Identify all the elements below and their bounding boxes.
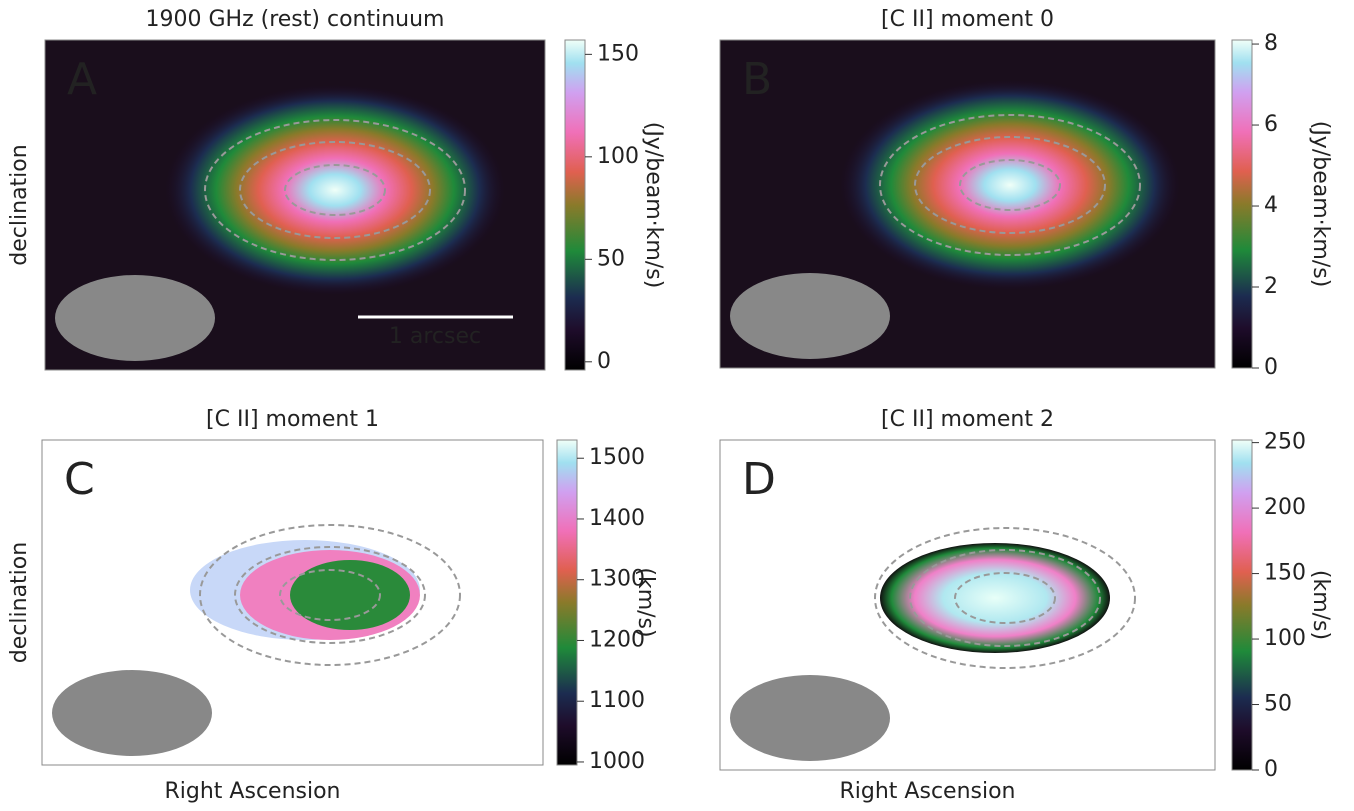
colorbar-tick-label: 50 [597,246,625,271]
beam [55,275,215,361]
colorbar-label: (Jy/beam·km/s) [1308,121,1333,288]
contour [279,569,381,621]
colorbar-tick-label: 150 [597,41,639,66]
colorbar-label: (km/s) [1308,570,1333,640]
contour [199,524,461,666]
colorbar-tick-label: 50 [1264,692,1292,717]
colorbar-tick-label: 100 [1264,626,1306,651]
colorbar-tick-label: 250 [1264,430,1306,455]
colorbar-tick-label: 150 [1264,561,1306,586]
colorbar-label: (Jy/beam·km/s) [641,122,666,289]
colorbar-tick-label: 8 [1264,31,1278,56]
colorbar-tick-label: 1300 [589,567,645,592]
colorbar [564,39,586,371]
beam [730,273,890,359]
emission [880,543,1110,653]
colorbar-tick-label: 2 [1264,274,1278,299]
emission [165,85,505,295]
x-axis-label: Right Ascension [840,779,1016,804]
colorbar-tick-label: 4 [1264,193,1278,218]
colorbar-tick-label: 1200 [589,627,645,652]
contour [879,114,1141,256]
panel-title: [C II] moment 2 [881,407,1054,432]
colorbar [1231,439,1253,771]
panel-label: B [742,54,772,105]
contour [914,136,1106,234]
emission [290,560,410,630]
scale-bar-label: 1 arcsec [389,324,481,349]
colorbar-tick-label: 100 [597,144,639,169]
panel-label: A [67,54,97,105]
colorbar-tick-label: 1400 [589,506,645,531]
contour [874,527,1136,669]
colorbar-label: (km/s) [633,567,658,637]
colorbar-tick-label: 200 [1264,495,1306,520]
colorbar [556,439,578,766]
colorbar-tick-label: 1100 [589,688,645,713]
emission [840,80,1180,290]
contour [954,572,1056,624]
contour [284,164,386,216]
y-axis-label: declination [7,542,32,663]
colorbar-tick-label: 0 [1264,355,1278,380]
beam [52,670,212,756]
y-axis-label: declination [7,144,32,265]
contour [234,546,426,644]
contour [239,141,431,239]
panel-label: D [742,454,776,505]
contour [959,159,1061,211]
panel-title: [C II] moment 1 [206,407,379,432]
colorbar-tick-label: 1000 [589,749,645,774]
colorbar-tick-label: 1500 [589,445,645,470]
panel-title: [C II] moment 0 [881,7,1054,32]
contour [204,119,466,261]
beam [730,675,890,761]
colorbar-tick-label: 0 [597,349,611,374]
x-axis-label: Right Ascension [165,779,341,804]
contour [909,549,1101,647]
colorbar-tick-label: 0 [1264,757,1278,782]
panel-label: C [64,454,95,505]
colorbar-tick-label: 6 [1264,112,1278,137]
colorbar [1231,39,1253,369]
panel-title: 1900 GHz (rest) continuum [146,7,445,32]
